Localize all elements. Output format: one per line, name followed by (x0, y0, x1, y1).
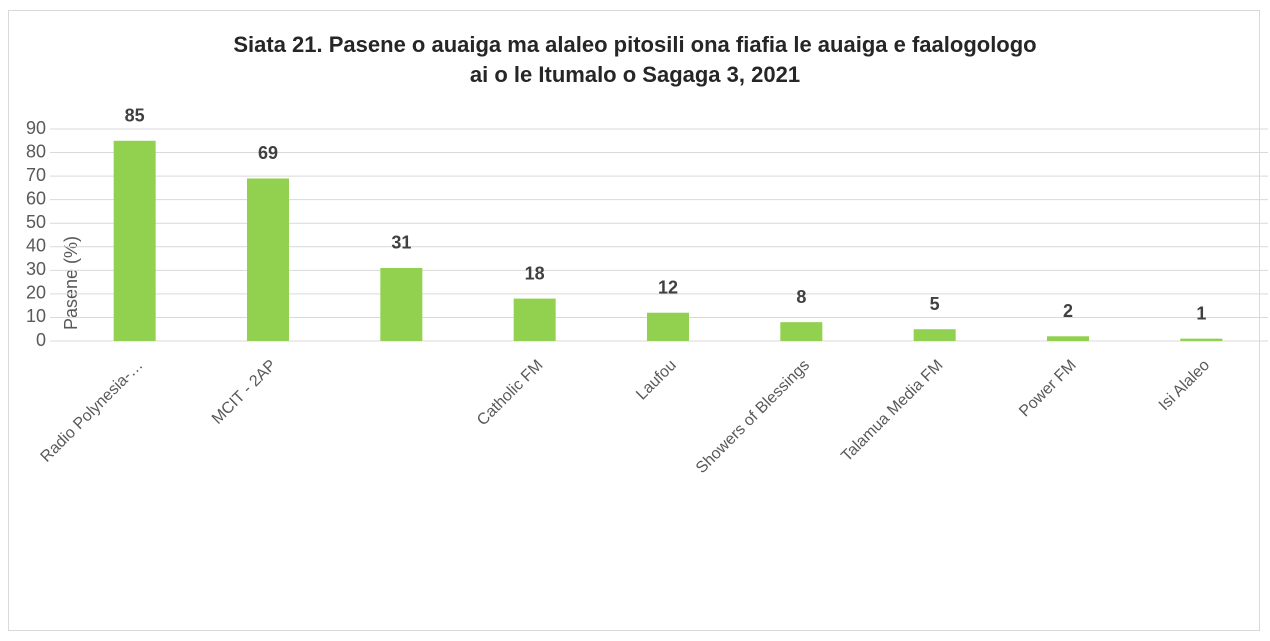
data-label: 85 (125, 106, 145, 126)
x-tick-label: Laufou (633, 357, 680, 404)
y-tick-label: 80 (26, 141, 46, 161)
y-tick-label: 90 (26, 118, 46, 138)
x-tick-label: Power FM (1016, 357, 1080, 421)
data-label: 5 (930, 294, 940, 314)
data-label: 69 (258, 143, 278, 163)
y-tick-label: 10 (26, 306, 46, 326)
y-axis-label: Pasene (%) (61, 236, 81, 330)
bar (113, 140, 156, 341)
data-label: 12 (658, 277, 678, 297)
x-tick-label: MCIT - 2AP (209, 357, 280, 428)
bar (1180, 338, 1223, 341)
x-tick-label: Isi Alaleo (1156, 357, 1213, 414)
y-tick-label: 50 (26, 212, 46, 232)
data-label: 2 (1063, 301, 1073, 321)
x-tick-label: Catholic FM (474, 357, 546, 429)
bar (380, 267, 423, 341)
x-tick-label: Radio Polynesia-… (38, 357, 147, 466)
y-tick-label: 30 (26, 259, 46, 279)
bar (780, 322, 823, 341)
bar (913, 329, 956, 341)
chart-frame (8, 10, 1260, 631)
bar (1047, 336, 1089, 341)
bar (647, 312, 689, 341)
y-tick-label: 70 (26, 165, 46, 185)
y-tick-label: 60 (26, 188, 46, 208)
data-label: 8 (796, 287, 806, 307)
data-label: 31 (391, 233, 411, 253)
data-label: 1 (1196, 303, 1206, 323)
x-tick-label: Talamua Media FM (838, 357, 946, 465)
x-tick-label: Showers of Blessings (693, 357, 813, 477)
chart-title: Siata 21. Pasene o auaiga ma alaleo pito… (233, 32, 1037, 87)
bar (247, 178, 289, 341)
y-tick-label: 20 (26, 283, 46, 303)
y-tick-label: 40 (26, 236, 46, 256)
bar (513, 298, 556, 341)
data-label: 18 (525, 263, 545, 283)
y-tick-label: 0 (36, 330, 46, 350)
